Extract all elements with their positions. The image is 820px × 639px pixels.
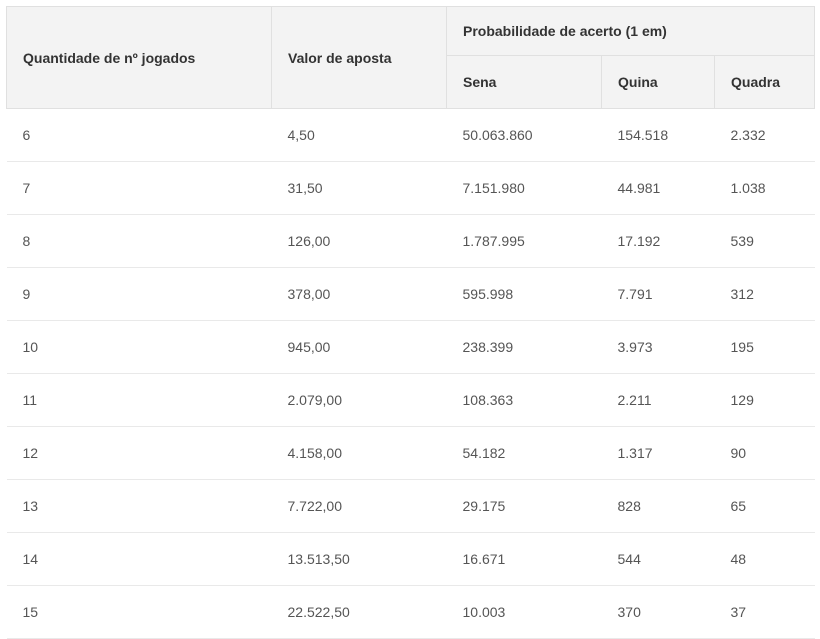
- col-header-group-probabilidade: Probabilidade de acerto (1 em): [447, 7, 815, 56]
- cell-valor: 13.513,50: [272, 533, 447, 586]
- cell-valor: 2.079,00: [272, 374, 447, 427]
- cell-quina: 1.317: [602, 427, 715, 480]
- probability-table: Quantidade de nº jogados Valor de aposta…: [6, 6, 815, 639]
- cell-valor: 945,00: [272, 321, 447, 374]
- cell-qtd: 13: [7, 480, 272, 533]
- cell-qtd: 10: [7, 321, 272, 374]
- cell-sena: 595.998: [447, 268, 602, 321]
- cell-quina: 370: [602, 586, 715, 639]
- table-row: 9 378,00 595.998 7.791 312: [7, 268, 815, 321]
- cell-valor: 126,00: [272, 215, 447, 268]
- col-header-valor: Valor de aposta: [272, 7, 447, 109]
- cell-qtd: 9: [7, 268, 272, 321]
- cell-sena: 238.399: [447, 321, 602, 374]
- cell-qtd: 14: [7, 533, 272, 586]
- cell-sena: 7.151.980: [447, 162, 602, 215]
- cell-qtd: 7: [7, 162, 272, 215]
- cell-sena: 29.175: [447, 480, 602, 533]
- cell-qtd: 8: [7, 215, 272, 268]
- cell-sena: 16.671: [447, 533, 602, 586]
- cell-quina: 17.192: [602, 215, 715, 268]
- cell-qtd: 12: [7, 427, 272, 480]
- col-header-quantidade: Quantidade de nº jogados: [7, 7, 272, 109]
- table-header-row-1: Quantidade de nº jogados Valor de aposta…: [7, 7, 815, 56]
- cell-quadra: 37: [715, 586, 815, 639]
- cell-quina: 544: [602, 533, 715, 586]
- cell-quadra: 90: [715, 427, 815, 480]
- cell-quina: 2.211: [602, 374, 715, 427]
- cell-valor: 31,50: [272, 162, 447, 215]
- cell-sena: 10.003: [447, 586, 602, 639]
- table-row: 8 126,00 1.787.995 17.192 539: [7, 215, 815, 268]
- cell-quina: 7.791: [602, 268, 715, 321]
- table-row: 11 2.079,00 108.363 2.211 129: [7, 374, 815, 427]
- cell-valor: 7.722,00: [272, 480, 447, 533]
- cell-quadra: 48: [715, 533, 815, 586]
- cell-sena: 108.363: [447, 374, 602, 427]
- cell-valor: 4.158,00: [272, 427, 447, 480]
- cell-quina: 828: [602, 480, 715, 533]
- table-row: 10 945,00 238.399 3.973 195: [7, 321, 815, 374]
- cell-quina: 3.973: [602, 321, 715, 374]
- col-header-quina: Quina: [602, 56, 715, 109]
- cell-quina: 154.518: [602, 109, 715, 162]
- table-row: 14 13.513,50 16.671 544 48: [7, 533, 815, 586]
- cell-qtd: 11: [7, 374, 272, 427]
- cell-qtd: 15: [7, 586, 272, 639]
- table-body: 6 4,50 50.063.860 154.518 2.332 7 31,50 …: [7, 109, 815, 639]
- cell-sena: 50.063.860: [447, 109, 602, 162]
- cell-quadra: 312: [715, 268, 815, 321]
- cell-quadra: 1.038: [715, 162, 815, 215]
- cell-quadra: 65: [715, 480, 815, 533]
- cell-quina: 44.981: [602, 162, 715, 215]
- cell-quadra: 195: [715, 321, 815, 374]
- col-header-sena: Sena: [447, 56, 602, 109]
- col-header-quadra: Quadra: [715, 56, 815, 109]
- table-row: 15 22.522,50 10.003 370 37: [7, 586, 815, 639]
- table-row: 13 7.722,00 29.175 828 65: [7, 480, 815, 533]
- cell-quadra: 2.332: [715, 109, 815, 162]
- cell-sena: 1.787.995: [447, 215, 602, 268]
- table-row: 6 4,50 50.063.860 154.518 2.332: [7, 109, 815, 162]
- table-row: 12 4.158,00 54.182 1.317 90: [7, 427, 815, 480]
- cell-valor: 378,00: [272, 268, 447, 321]
- cell-qtd: 6: [7, 109, 272, 162]
- cell-quadra: 129: [715, 374, 815, 427]
- cell-sena: 54.182: [447, 427, 602, 480]
- cell-quadra: 539: [715, 215, 815, 268]
- cell-valor: 4,50: [272, 109, 447, 162]
- table-row: 7 31,50 7.151.980 44.981 1.038: [7, 162, 815, 215]
- cell-valor: 22.522,50: [272, 586, 447, 639]
- table-header: Quantidade de nº jogados Valor de aposta…: [7, 7, 815, 109]
